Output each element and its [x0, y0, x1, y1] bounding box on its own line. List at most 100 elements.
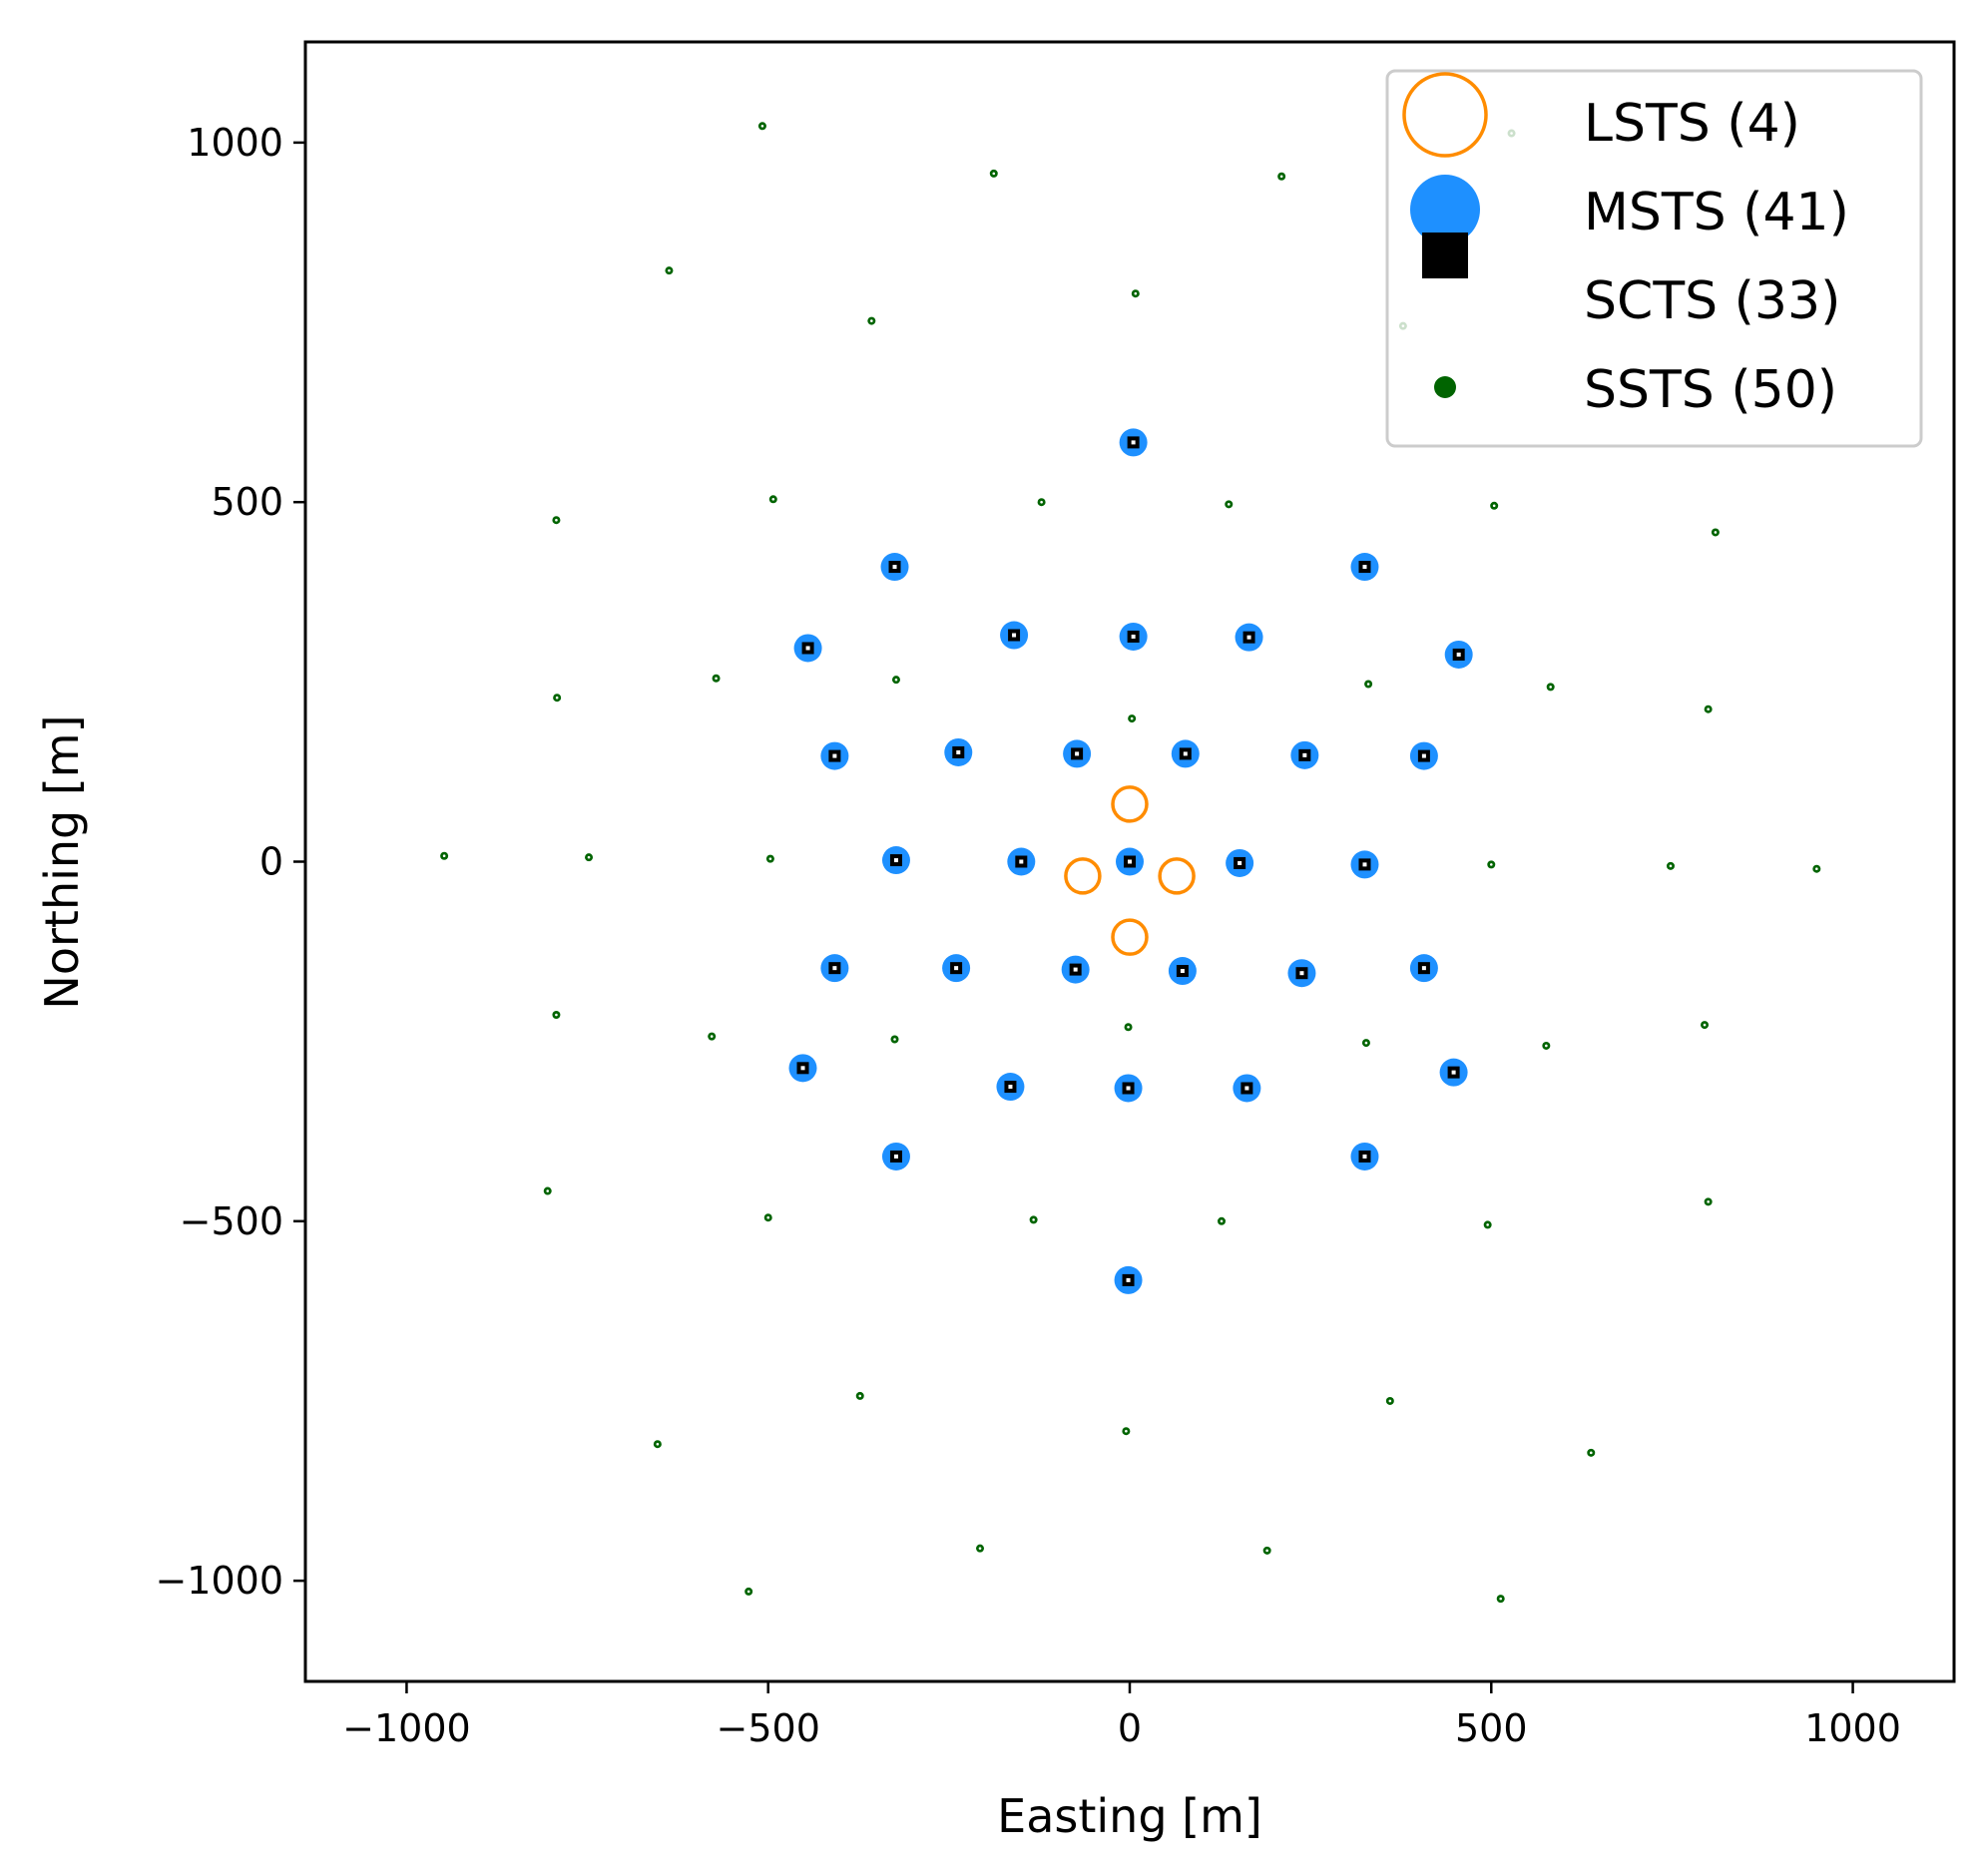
scts-point-core	[893, 858, 898, 863]
ssts-point-core	[1125, 1429, 1128, 1433]
y-tick-label: 0	[259, 840, 283, 884]
y-axis-ticks: −1000 −500 0 500 1000	[155, 121, 305, 1603]
legend-label: MSTS (41)	[1584, 183, 1849, 242]
ssts-point-core	[1220, 1219, 1224, 1223]
ssts-point-core	[894, 678, 898, 682]
scts-point-core	[805, 646, 810, 651]
ssts-point-core	[1265, 1549, 1268, 1553]
ssts-point-core	[1032, 1218, 1035, 1221]
ssts-point-core	[771, 498, 775, 501]
legend-label: SCTS (33)	[1584, 271, 1840, 331]
x-axis-label: Easting [m]	[997, 1789, 1262, 1843]
ssts-point-core	[768, 857, 772, 860]
ssts-point-core	[1388, 1399, 1392, 1403]
scts-point-core	[1244, 1086, 1249, 1091]
scts-point-core	[1075, 751, 1080, 756]
ssts-point-core	[1227, 503, 1231, 506]
scts-point-core	[800, 1066, 805, 1071]
ssts-point-core	[555, 518, 558, 522]
scts-point-core	[1073, 967, 1078, 972]
ssts-point-core	[858, 1394, 862, 1398]
ssts-point-core	[1040, 500, 1043, 504]
ssts-point-core	[1366, 683, 1370, 686]
ssts-point-core	[1815, 867, 1818, 871]
scts-point-core	[1246, 635, 1251, 640]
ssts-point-core	[746, 1590, 750, 1594]
scts-point-core	[1451, 1070, 1456, 1075]
ssts-point-core	[555, 696, 559, 700]
x-tick-label: 0	[1118, 1706, 1142, 1750]
ssts-point-core	[1486, 1223, 1489, 1226]
scts-point-core	[1362, 862, 1367, 867]
scts-point-core	[1456, 652, 1461, 657]
ssts-point-core	[1707, 707, 1710, 711]
ssts-point-core	[1134, 291, 1138, 295]
ssts-point-core	[1707, 1200, 1710, 1203]
scts-point-core	[1362, 1154, 1367, 1159]
legend-ssts-marker	[1434, 376, 1456, 398]
scts-point-core	[832, 966, 837, 971]
scts-point-core	[1126, 1277, 1131, 1282]
lsts-point	[1111, 918, 1149, 956]
legend-label: SSTS (50)	[1584, 360, 1837, 420]
ssts-point-core	[766, 1215, 770, 1219]
x-tick-label: 1000	[1804, 1706, 1901, 1750]
ssts-point-core	[1492, 504, 1496, 508]
lsts-point	[1158, 857, 1196, 895]
scts-point-core	[893, 1154, 898, 1159]
legend-box	[1385, 69, 1923, 448]
scts-point-core	[1126, 1086, 1131, 1091]
scts-point-core	[1421, 966, 1426, 971]
scts-point-core	[956, 749, 961, 754]
scts-point-core	[1019, 859, 1024, 864]
ssts-point-core	[555, 1013, 558, 1017]
x-tick-label: −1000	[342, 1706, 471, 1750]
ssts-point-core	[1714, 531, 1718, 534]
ssts-point-core	[893, 1038, 896, 1041]
scts-point-core	[1362, 565, 1367, 570]
y-tick-label: −1000	[155, 1559, 283, 1603]
ssts-point-core	[668, 268, 671, 272]
scts-point-core	[892, 565, 897, 570]
legend-label: LSTS (4)	[1584, 94, 1800, 154]
scts-point-core	[1128, 859, 1132, 864]
scts-point-core	[832, 753, 837, 758]
scts-point-core	[954, 966, 959, 971]
plot-markers	[440, 122, 1821, 1604]
scts-point-core	[1302, 752, 1307, 757]
scts-point-core	[1008, 1085, 1013, 1090]
scts-point-core	[1012, 633, 1017, 638]
scts-point-core	[1131, 440, 1136, 445]
legend-scts-marker	[1422, 233, 1468, 278]
ssts-point-core	[1703, 1023, 1707, 1027]
ssts-point-core	[760, 125, 764, 128]
ssts-point-core	[442, 854, 446, 858]
ssts-point-core	[715, 677, 718, 681]
ssts-point-core	[1127, 1025, 1130, 1029]
ssts-point-core	[1499, 1597, 1502, 1601]
ssts-point-core	[546, 1189, 550, 1192]
x-axis-ticks: −1000 −500 0 500 1000	[342, 1681, 1901, 1750]
legend: LSTS (4) MSTS (41) SCTS (33) SSTS (50)	[1385, 69, 1923, 448]
y-tick-label: 500	[211, 480, 283, 524]
ssts-point-core	[992, 172, 996, 176]
scts-point-core	[1131, 634, 1136, 639]
ssts-point-core	[1589, 1451, 1593, 1455]
y-axis-label: Northing [m]	[35, 714, 89, 1009]
ssts-point-core	[978, 1547, 982, 1550]
x-tick-label: 500	[1455, 1706, 1528, 1750]
ssts-point-core	[587, 855, 591, 859]
ssts-point-core	[656, 1442, 660, 1446]
ssts-point-core	[1130, 716, 1134, 720]
ssts-point-core	[1489, 863, 1493, 866]
ssts-point-core	[1364, 1041, 1368, 1045]
scts-point-core	[1299, 971, 1304, 976]
lsts-point	[1064, 857, 1102, 895]
legend-lsts-marker	[1402, 72, 1488, 158]
scts-point-core	[1180, 969, 1185, 974]
lsts-point	[1111, 785, 1149, 823]
ssts-point-core	[1279, 175, 1283, 179]
ssts-point-core	[1545, 1044, 1548, 1048]
ssts-point-core	[1669, 864, 1673, 868]
